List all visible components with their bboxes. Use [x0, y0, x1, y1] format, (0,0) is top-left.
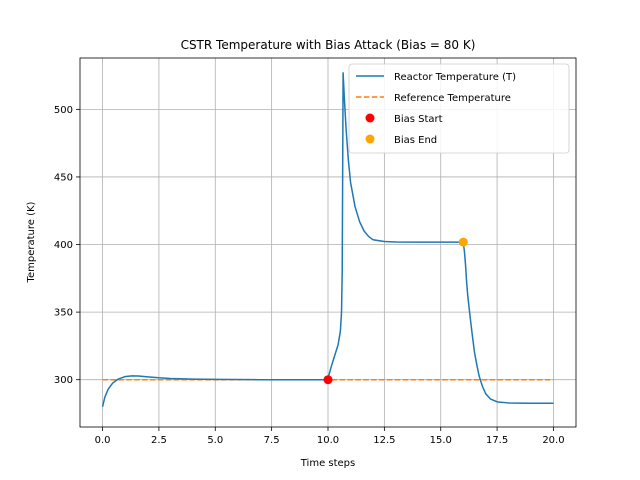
y-tick-label: 300 [54, 375, 73, 386]
legend-label-bias-end: Bias End [394, 135, 437, 146]
x-tick-label: 0.0 [95, 435, 111, 446]
x-tick-label: 5.0 [207, 435, 223, 446]
y-tick-label: 400 [54, 240, 73, 251]
reactor-temperature-line [101, 72, 554, 407]
x-tick-label: 7.5 [264, 435, 280, 446]
legend-marker-bias-end [365, 134, 375, 144]
chart-title: CSTR Temperature with Bias Attack (Bias … [181, 38, 476, 52]
x-tick-label: 20.0 [542, 435, 564, 446]
legend-label-bias-start: Bias Start [394, 114, 443, 125]
legend-label-reference-temperature: Reference Temperature [394, 93, 511, 104]
legend-marker-bias-start [365, 113, 375, 123]
x-tick-label: 15.0 [430, 435, 452, 446]
bias-start-marker [323, 375, 333, 385]
series-layer [101, 72, 554, 407]
y-tick-label: 350 [54, 308, 73, 319]
y-tick-label: 500 [54, 105, 73, 116]
x-tick-label: 10.0 [317, 435, 339, 446]
legend-box [348, 63, 570, 154]
x-tick-label: 12.5 [373, 435, 395, 446]
legend: Reactor Temperature (T) Reference Temper… [348, 63, 570, 154]
x-tick-label: 17.5 [486, 435, 508, 446]
legend-label-reactor-temperature: Reactor Temperature (T) [394, 72, 516, 83]
y-axis-title: Temperature (K) [26, 201, 37, 283]
x-axis-title: Time steps [300, 458, 356, 469]
x-tick-label: 2.5 [151, 435, 167, 446]
y-tick-label: 450 [54, 172, 73, 183]
axis-ticks: 0.0 2.5 5.0 7.5 10.0 12.5 15.0 17.5 20.0 300 350 40… [54, 105, 565, 446]
bias-end-marker [458, 237, 468, 247]
